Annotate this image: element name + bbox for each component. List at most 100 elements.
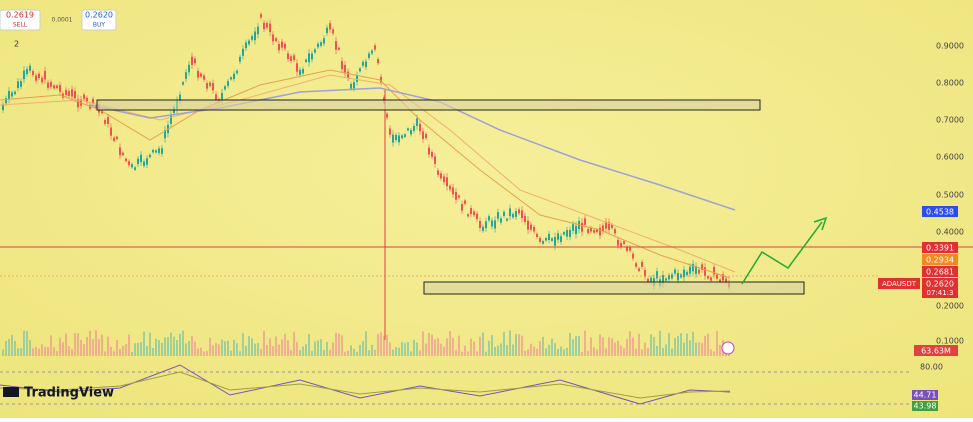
candle — [416, 118, 418, 126]
volume-bar — [656, 345, 658, 356]
support-box — [423, 281, 805, 295]
candle — [509, 208, 511, 217]
volume-bar — [71, 349, 73, 356]
volume-bar — [326, 341, 328, 356]
candle — [206, 83, 208, 89]
volume-bar — [26, 330, 28, 356]
volume-bar — [182, 330, 184, 356]
buy-button[interactable] — [81, 9, 117, 31]
candle — [371, 50, 373, 54]
tag-text: 0.3391 — [926, 244, 954, 253]
candle — [407, 128, 409, 131]
volume-bar — [437, 338, 439, 356]
candle — [608, 222, 610, 230]
candle — [719, 279, 721, 283]
volume-bar — [185, 343, 187, 356]
volume-bar — [266, 344, 268, 356]
candle — [56, 85, 58, 89]
volume-bar — [206, 351, 208, 356]
volume-bar — [41, 344, 43, 356]
candle — [449, 185, 451, 190]
candle — [479, 221, 481, 228]
candle — [338, 47, 340, 50]
candle — [692, 263, 694, 272]
volume-bar — [482, 332, 484, 356]
price-axis-label: 0.4000 — [936, 228, 964, 237]
candle — [278, 43, 280, 51]
candle — [620, 242, 622, 248]
candle — [515, 210, 517, 217]
candle — [707, 276, 709, 279]
candle — [71, 89, 73, 97]
candle — [554, 237, 556, 246]
volume-bar — [485, 351, 487, 356]
candle — [665, 278, 667, 281]
candle — [47, 82, 49, 88]
candle — [212, 83, 214, 91]
volume-bar — [473, 341, 475, 356]
volume-bar — [209, 337, 211, 356]
candle — [302, 69, 304, 74]
volume-bar — [104, 351, 106, 356]
candle — [164, 130, 166, 139]
volume-bar — [569, 332, 571, 356]
candle — [293, 55, 295, 60]
volume-bar — [257, 342, 259, 356]
volume-bar — [602, 337, 604, 356]
candle — [662, 275, 664, 284]
candle — [347, 71, 349, 79]
volume-bar — [86, 336, 88, 356]
candle — [191, 56, 193, 65]
volume-bar — [443, 346, 445, 356]
volume-bar — [20, 348, 22, 356]
volume-bar — [164, 337, 166, 356]
tag-text: 0.4538 — [926, 208, 954, 217]
candle — [587, 229, 589, 233]
sell-button[interactable] — [0, 9, 41, 31]
candle — [464, 200, 466, 204]
candle — [317, 43, 319, 48]
candle — [686, 271, 688, 276]
volume-bar — [581, 351, 583, 356]
candle — [77, 98, 79, 108]
volume-bar — [464, 345, 466, 356]
candle — [617, 239, 619, 246]
volume-bar — [56, 350, 58, 356]
candle — [86, 97, 88, 103]
volume-bar — [11, 334, 13, 356]
volume-bar — [518, 334, 520, 356]
candle — [380, 76, 382, 83]
candle — [194, 58, 196, 64]
candle — [116, 136, 118, 139]
volume-bar — [593, 347, 595, 356]
candle — [266, 23, 268, 28]
candle — [536, 233, 538, 238]
candle — [50, 81, 52, 87]
candle — [239, 56, 241, 62]
volume-bar — [50, 335, 52, 356]
volume-bar — [233, 339, 235, 356]
volume-bar — [287, 340, 289, 356]
volume-bar — [245, 345, 247, 356]
volume-bar — [419, 350, 421, 356]
volume-bar — [692, 331, 694, 356]
volume-bar — [470, 338, 472, 356]
volume-bar — [83, 344, 85, 356]
volume-bar — [587, 350, 589, 356]
volume-bar — [236, 343, 238, 356]
volume-bar — [434, 339, 436, 356]
candle — [512, 213, 514, 218]
candle — [236, 70, 238, 74]
volume-bar — [323, 349, 325, 356]
tag-text: 0.2681 — [926, 268, 954, 277]
candle — [506, 218, 508, 221]
volume-bar — [557, 348, 559, 356]
tag-text: 0.2620 — [926, 280, 954, 289]
candle — [314, 49, 316, 53]
candle — [530, 224, 532, 230]
volume-bar — [395, 347, 397, 356]
candle — [644, 270, 646, 277]
volume-bar — [404, 343, 406, 356]
volume-bar — [515, 334, 517, 356]
